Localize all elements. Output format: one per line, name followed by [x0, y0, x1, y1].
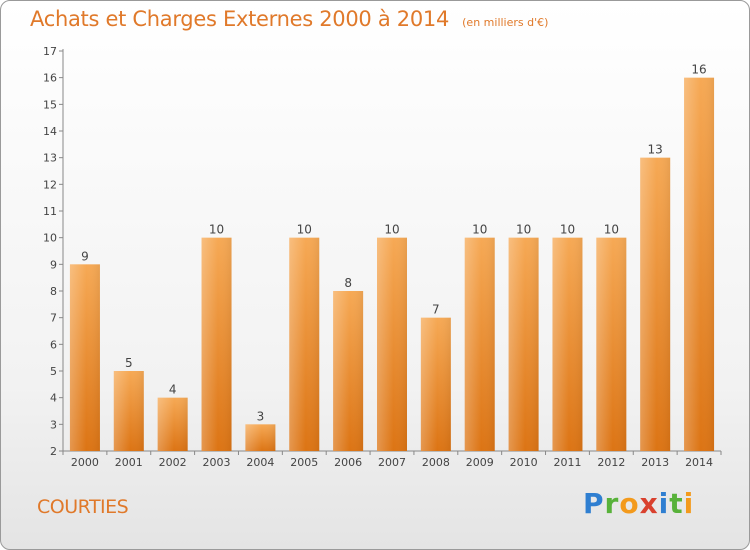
- y-tick-label: 8: [50, 285, 57, 298]
- logo-letter: x: [639, 487, 659, 520]
- x-tick-label: 2004: [246, 456, 274, 469]
- data-label: 10: [472, 223, 487, 237]
- x-tick-label: 2009: [466, 456, 494, 469]
- chart-title: Achats et Charges Externes 2000 à 2014: [30, 7, 450, 31]
- bar-shine: [157, 397, 188, 451]
- x-tick-label: 2013: [641, 456, 669, 469]
- bar-shine: [201, 237, 232, 451]
- bars: [69, 77, 715, 452]
- x-tick-label: 2010: [510, 456, 538, 469]
- data-label: 4: [169, 383, 177, 397]
- y-tick-label: 15: [43, 98, 57, 111]
- data-label: 10: [516, 223, 531, 237]
- bar-shine: [684, 77, 715, 452]
- bar-shine: [377, 237, 407, 451]
- data-label: 5: [125, 356, 133, 370]
- y-tick-label: 11: [43, 205, 57, 218]
- bar-shine: [552, 237, 583, 451]
- data-label: 13: [648, 143, 663, 157]
- x-tick-label: 2014: [685, 456, 713, 469]
- bar-shine: [596, 237, 627, 451]
- y-tick-label: 16: [43, 72, 57, 85]
- y-tick-label: 17: [43, 45, 57, 58]
- x-tick-label: 2002: [159, 456, 187, 469]
- data-label: 10: [384, 223, 399, 237]
- bar-shine: [464, 237, 495, 451]
- y-tick-label: 12: [43, 178, 57, 191]
- data-labels: 9 5 4 10 3 10 8 10 7 10 10 10 10 13 16: [81, 63, 707, 424]
- bar-shine: [289, 237, 320, 451]
- bar-shine: [420, 317, 451, 451]
- x-tick-label: 2001: [115, 456, 143, 469]
- chart-subtitle: (en milliers d'€): [462, 16, 549, 29]
- data-label: 3: [257, 409, 265, 423]
- logo-letter: i: [683, 487, 695, 520]
- logo-letter: r: [604, 487, 620, 520]
- data-label: 10: [604, 223, 619, 237]
- data-label: 8: [344, 276, 352, 290]
- logo-letter: t: [669, 487, 684, 520]
- y-tick-label: 3: [50, 418, 57, 431]
- x-tick-label: 2011: [553, 456, 581, 469]
- x-tick-label: 2007: [378, 456, 406, 469]
- bar-shine: [333, 291, 364, 451]
- axes: 2 3 4 5 6 7 8 9 10 11 12 13 14 15 16 17 2000 2001 2002 2003…: [43, 45, 722, 469]
- data-label: 9: [81, 249, 89, 263]
- x-tick-label: 2006: [334, 456, 362, 469]
- y-tick-label: 4: [50, 392, 57, 405]
- logo-letter: P: [583, 487, 605, 520]
- bar-shine: [640, 157, 671, 451]
- x-tick-label: 2005: [290, 456, 318, 469]
- title-row: Achats et Charges Externes 2000 à 2014 (…: [30, 7, 548, 31]
- bar-shine: [508, 237, 539, 451]
- y-tick-label: 2: [50, 445, 57, 458]
- x-tick-label: 2000: [71, 456, 99, 469]
- y-tick-label: 13: [43, 152, 57, 165]
- data-label: 10: [297, 223, 312, 237]
- bar-shine: [245, 424, 276, 451]
- data-label: 7: [432, 303, 440, 317]
- x-tick-label: 2012: [597, 456, 625, 469]
- data-label: 10: [560, 223, 575, 237]
- y-tick-label: 10: [43, 232, 57, 245]
- y-tick-label: 7: [50, 312, 57, 325]
- place-name: COURTIES: [37, 496, 129, 518]
- logo-letter: o: [619, 487, 640, 520]
- y-tick-label: 9: [50, 258, 57, 271]
- data-label: 10: [209, 223, 224, 237]
- bar-shine: [113, 371, 144, 451]
- x-tick-label: 2008: [422, 456, 450, 469]
- x-tick-label: 2003: [203, 456, 231, 469]
- y-tick-label: 6: [50, 338, 57, 351]
- proxiti-logo[interactable]: Proxiti: [583, 487, 694, 520]
- y-tick-label: 14: [43, 125, 57, 138]
- bar-shine: [69, 264, 100, 451]
- data-label: 16: [691, 63, 706, 77]
- logo-letter: i: [658, 487, 670, 520]
- y-tick-label: 5: [50, 365, 57, 378]
